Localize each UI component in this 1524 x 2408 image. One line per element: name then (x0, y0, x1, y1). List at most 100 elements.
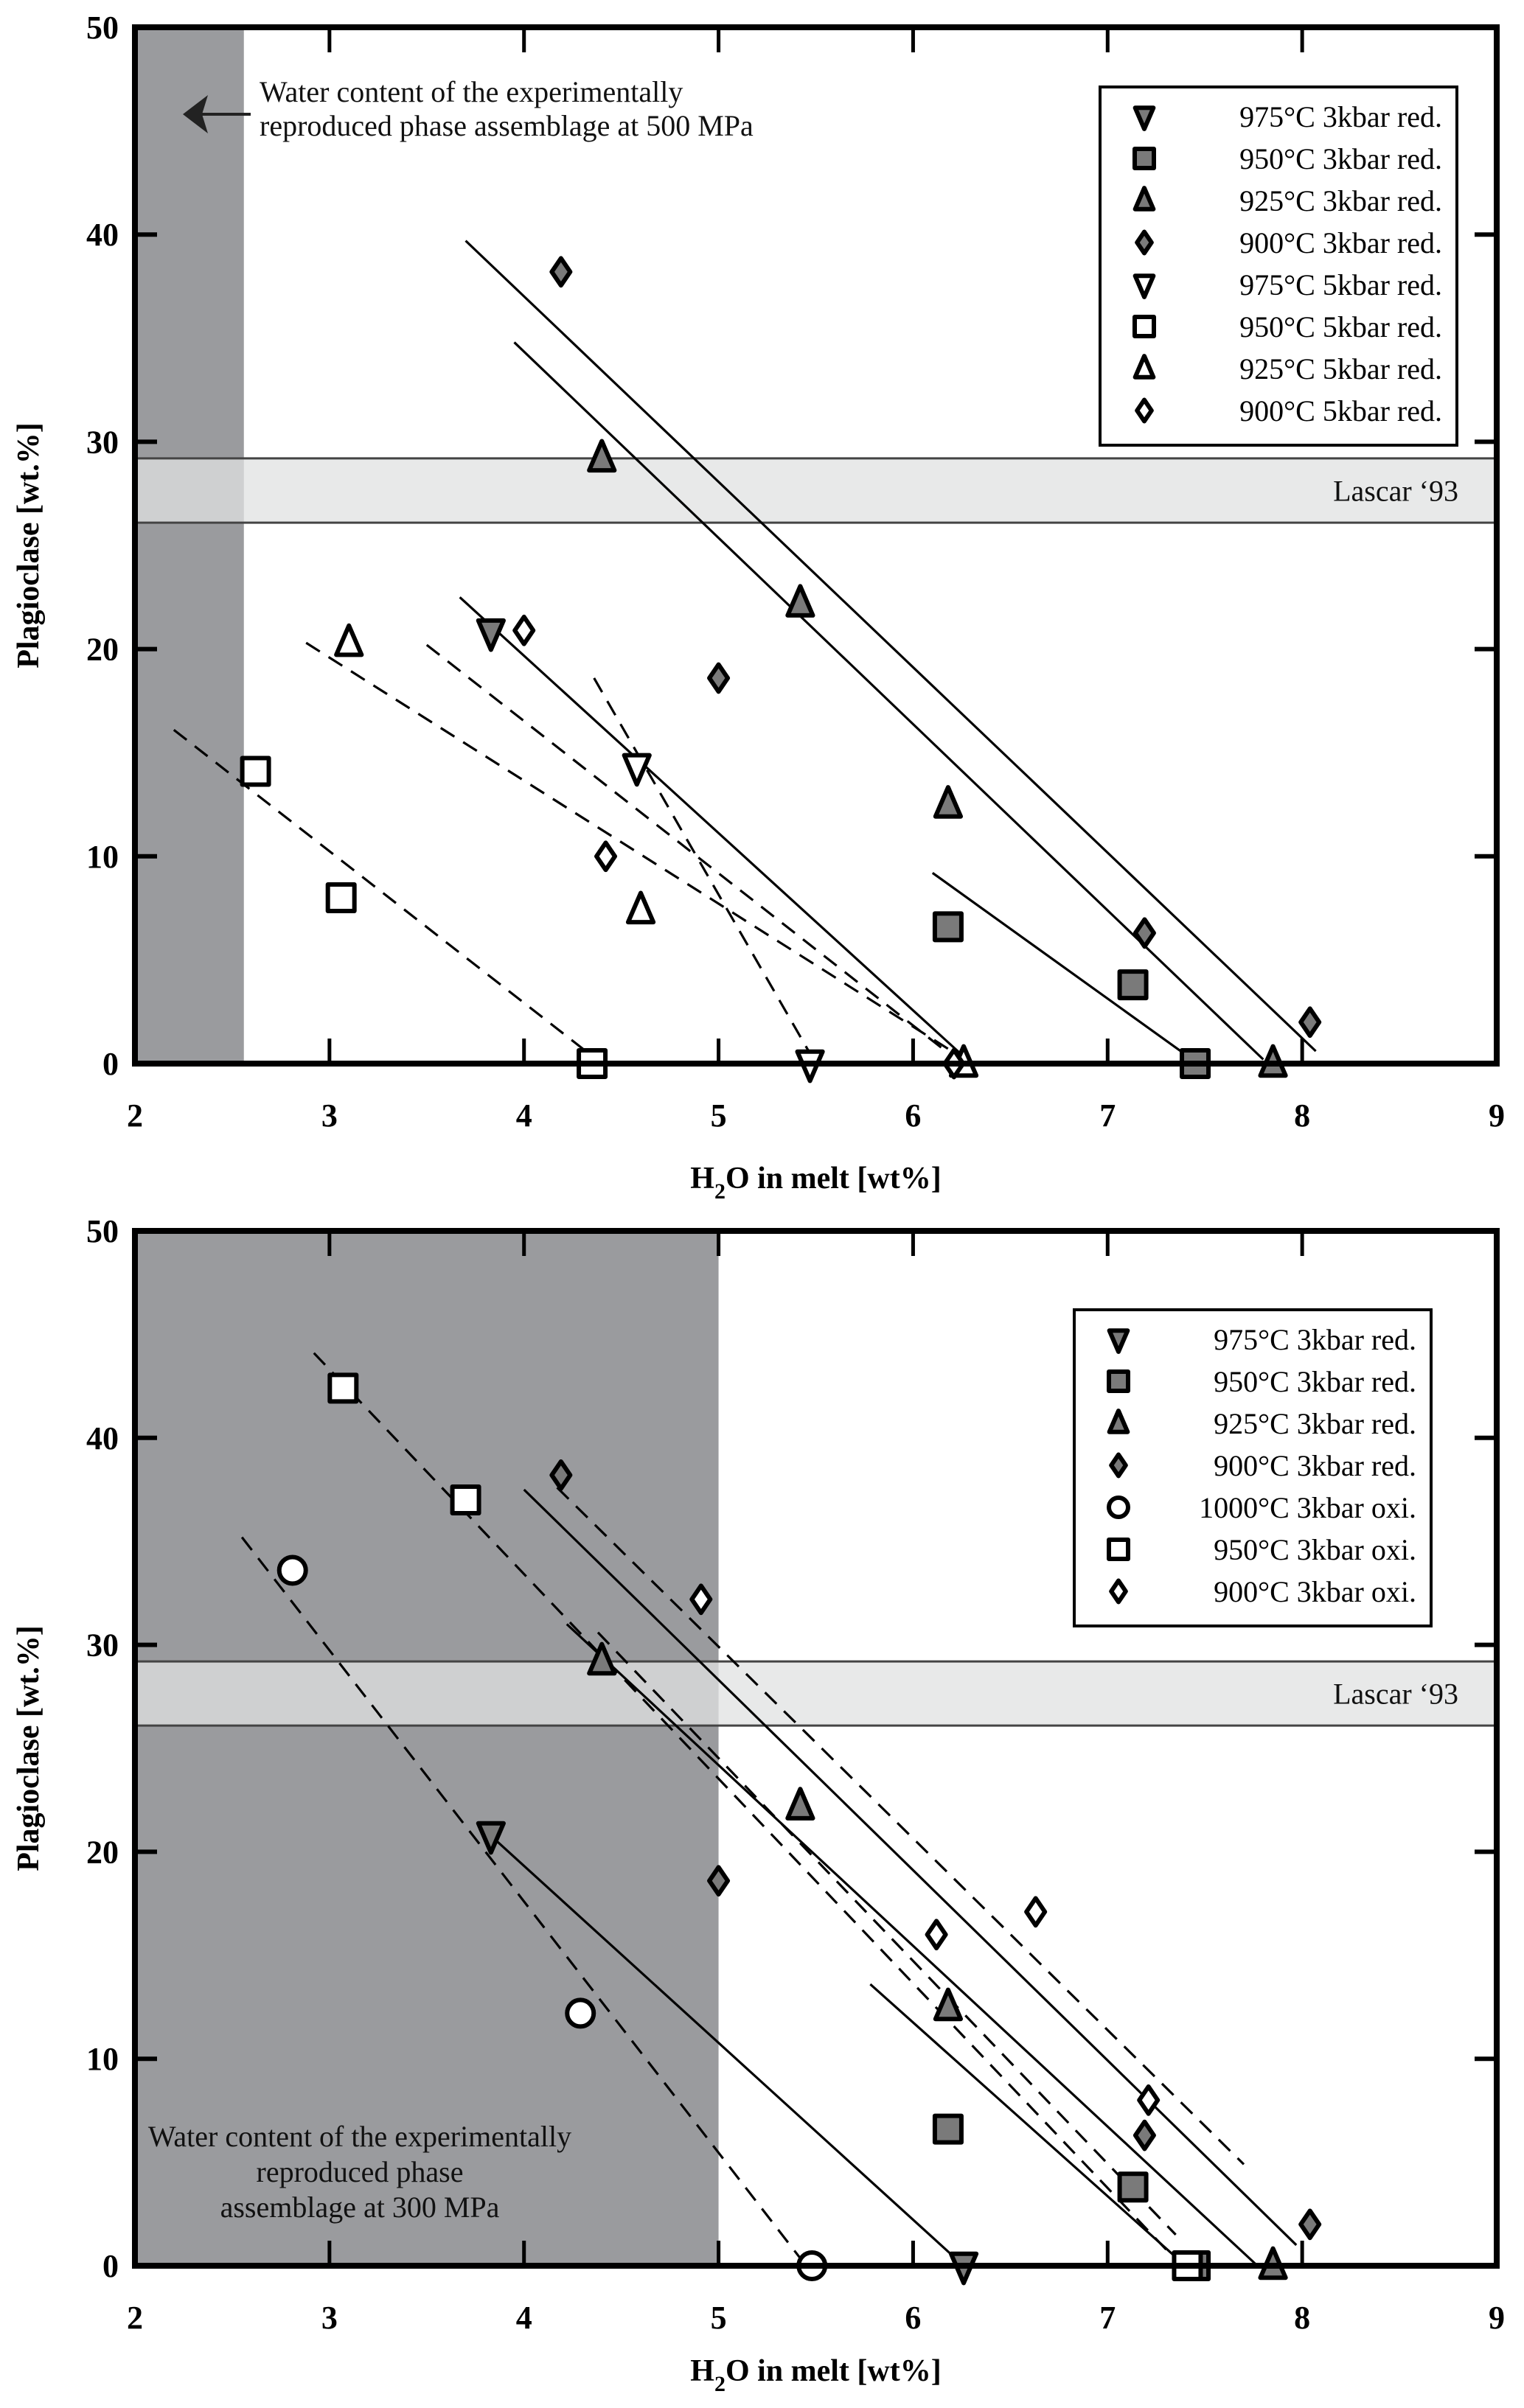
fit-line-solid (869, 1983, 1186, 2267)
legend-marker-triangle-up-icon (1107, 1409, 1130, 1434)
data-point (622, 753, 652, 787)
data-point (1117, 2171, 1149, 2203)
data-point (625, 890, 656, 925)
legend-label: 925°C 5kbar red. (1239, 352, 1442, 385)
data-point (785, 584, 815, 618)
legend-marker-square-icon (1107, 1538, 1130, 1561)
fit-line-dashed (313, 1352, 1183, 2267)
legend-label: 950°C 3kbar oxi. (1214, 1533, 1416, 1566)
water-content-note: reproduced phase (257, 2155, 464, 2188)
data-point (587, 1641, 617, 1676)
lascar-band-label: Lascar ‘93 (1333, 474, 1458, 507)
x-tick-label: 9 (1489, 2300, 1505, 2336)
data-point (1132, 917, 1156, 949)
data-point (594, 840, 618, 873)
fit-line-dashed (240, 1536, 807, 2266)
legend-marker-square-icon (1132, 315, 1156, 338)
data-point (512, 614, 536, 646)
data-point (476, 618, 506, 652)
data-point (334, 623, 364, 657)
data-point (785, 1787, 815, 1821)
data-point (327, 1372, 359, 1404)
y-tick-label: 40 (86, 217, 119, 253)
x-tick-label: 3 (321, 2300, 338, 2336)
x-tick-label: 4 (516, 2300, 532, 2336)
x-tick-label: 5 (711, 2300, 727, 2336)
data-point (1137, 2084, 1161, 2116)
data-point (933, 785, 964, 819)
data-point (1298, 1006, 1322, 1039)
y-tick-label: 50 (86, 10, 119, 46)
legend-marker-diamond-icon (1109, 1578, 1128, 1605)
legend-marker-triangle-down-icon (1107, 1328, 1130, 1354)
lascar-band (135, 458, 1497, 523)
chart-panel-2: Lascar ‘93 Water content of the experimen… (12, 1213, 1505, 2396)
fit-line-solid (513, 341, 1264, 1061)
legend-label: 900°C 3kbar red. (1214, 1449, 1416, 1482)
x-axis-title-rest: O in melt [wt%] (726, 1162, 942, 1196)
x-axis-title-sub: 2 (714, 2372, 726, 2396)
legend-box (1099, 85, 1458, 447)
data-point (549, 1459, 573, 1491)
legend-box (1073, 1308, 1433, 1627)
legend-label: 1000°C 3kbar oxi. (1199, 1491, 1416, 1524)
legend-label: 950°C 3kbar red. (1239, 142, 1442, 175)
legend-marker-triangle-down-icon (1132, 105, 1156, 131)
data-point (932, 911, 964, 943)
data-point (240, 755, 271, 787)
water-content-note: Water content of the experimentally (148, 2120, 571, 2153)
fit-line-solid (523, 1488, 1298, 2247)
data-point (1132, 2119, 1156, 2152)
legend-label: 925°C 3kbar red. (1239, 184, 1442, 217)
legend-label: 950°C 3kbar red. (1214, 1365, 1416, 1398)
data-point (565, 1997, 596, 2029)
series-6 (240, 755, 608, 1079)
x-tick-label: 8 (1294, 1097, 1310, 1134)
arrow-head-icon (183, 95, 208, 133)
legend-label: 950°C 5kbar red. (1239, 310, 1442, 343)
data-point (932, 2113, 964, 2145)
legend-marker-triangle-down-icon (1132, 273, 1156, 299)
legend-label: 975°C 5kbar red. (1239, 268, 1442, 301)
y-tick-label: 0 (102, 1046, 119, 1082)
y-axis-title: Plagioclase [wt.%] (12, 422, 46, 669)
x-axis-title: H2O in melt [wt%] (690, 1162, 941, 1204)
x-tick-label: 9 (1489, 1097, 1505, 1134)
legend-label: 975°C 3kbar red. (1239, 100, 1442, 133)
legend-marker-circle-icon (1107, 1496, 1130, 1519)
data-point (587, 439, 617, 473)
legend-label: 975°C 3kbar red. (1214, 1323, 1416, 1356)
data-point (925, 1919, 948, 1951)
y-tick-label: 0 (102, 2248, 119, 2284)
x-tick-label: 8 (1294, 2300, 1310, 2336)
legend-marker-diamond-icon (1135, 397, 1154, 424)
water-content-note: assemblage at 300 MPa (220, 2191, 500, 2224)
data-point (707, 662, 731, 694)
legend-label: 900°C 3kbar oxi. (1214, 1575, 1416, 1608)
legend-label: 900°C 3kbar red. (1239, 226, 1442, 259)
water-content-note: reproduced phase assemblage at 500 MPa (260, 109, 754, 142)
legend-label: 925°C 3kbar red. (1214, 1407, 1416, 1440)
legend-marker-diamond-icon (1135, 229, 1154, 256)
series-1 (476, 618, 506, 652)
y-tick-label: 30 (86, 424, 119, 460)
x-tick-label: 4 (516, 1097, 532, 1134)
data-point (476, 1821, 506, 1855)
x-tick-label: 2 (127, 2300, 143, 2336)
series-3 (587, 439, 1288, 1078)
legend-marker-square-icon (1132, 147, 1156, 170)
data-point (933, 1987, 964, 2022)
x-tick-label: 2 (127, 1097, 143, 1134)
series-4 (549, 256, 1322, 1039)
series-8 (512, 614, 966, 1080)
data-point (1117, 969, 1149, 1001)
y-tick-label: 50 (86, 1213, 119, 1249)
legend-marker-square-icon (1107, 1369, 1130, 1393)
plot-frame (132, 24, 1500, 1067)
data-point (707, 1865, 731, 1897)
fit-line-dashed (596, 1631, 1177, 2236)
series-2 (932, 911, 1211, 1079)
data-point (325, 882, 357, 914)
lascar-band (135, 1661, 1497, 1726)
